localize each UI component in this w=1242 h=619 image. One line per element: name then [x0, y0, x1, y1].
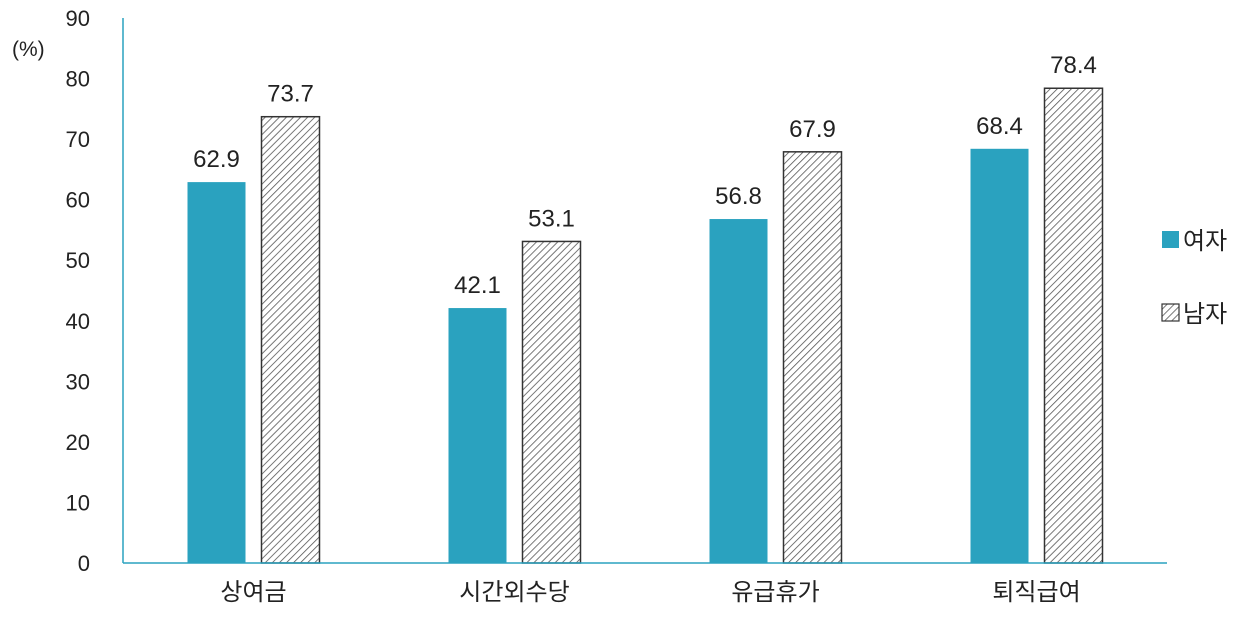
x-category-label: 상여금 — [220, 579, 286, 606]
bar-male — [521, 240, 582, 564]
bar-value-label: 73.7 — [267, 81, 314, 108]
bars-group — [187, 87, 1104, 564]
bar-value-label: 78.4 — [1050, 52, 1097, 79]
y-tick-label: 50 — [66, 248, 90, 273]
x-axis-labels: 상여금 시간외수당 유급휴가 퇴직급여 — [220, 579, 1080, 606]
bar-female — [709, 219, 768, 564]
data-labels-group: 62.9 73.7 42.1 53.1 56.8 67.9 68.4 78.4 — [193, 52, 1097, 299]
x-category-label: 유급휴가 — [731, 579, 819, 606]
y-tick-label: 90 — [66, 6, 90, 31]
bar-male — [782, 151, 843, 564]
y-axis-ticks: 0 10 20 30 40 50 60 70 80 90 — [66, 6, 90, 576]
legend-swatch-male — [1161, 303, 1180, 322]
bar-value-label: 67.9 — [789, 116, 836, 143]
y-axis-unit-label: (%) — [12, 38, 45, 61]
y-tick-label: 40 — [66, 309, 90, 334]
legend-label: 남자 — [1183, 301, 1227, 328]
y-tick-label: 0 — [78, 551, 90, 576]
bar-male — [260, 115, 321, 564]
bar-female — [448, 308, 507, 563]
y-tick-label: 60 — [66, 188, 90, 213]
bar-value-label: 62.9 — [193, 146, 240, 173]
x-category-label: 시간외수당 — [459, 579, 569, 606]
y-tick-label: 30 — [66, 369, 90, 394]
bar-female — [970, 148, 1029, 564]
bar-value-label: 42.1 — [454, 272, 501, 299]
legend-label: 여자 — [1183, 228, 1227, 255]
y-tick-label: 10 — [66, 490, 90, 515]
bar-male — [1043, 87, 1104, 564]
y-tick-label: 70 — [66, 127, 90, 152]
bar-value-label: 53.1 — [528, 205, 575, 232]
legend-swatch-female — [1162, 231, 1179, 248]
bar-female — [187, 182, 246, 563]
bar-value-label: 68.4 — [976, 113, 1023, 140]
y-tick-label: 80 — [66, 67, 90, 92]
y-tick-label: 20 — [66, 430, 90, 455]
bar-value-label: 56.8 — [715, 183, 762, 210]
x-category-label: 퇴직급여 — [992, 579, 1080, 606]
